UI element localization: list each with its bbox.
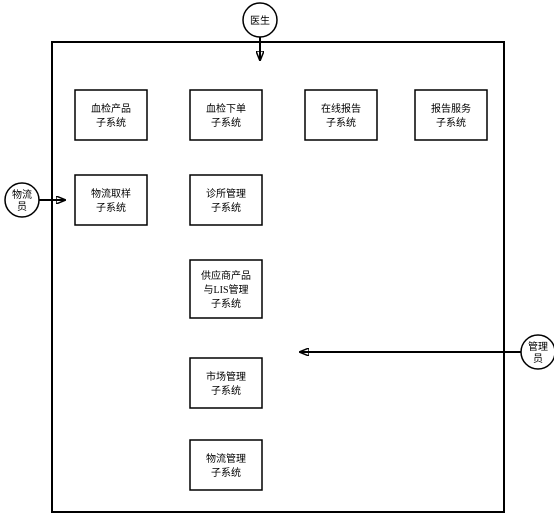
subsystem-label: 子系统 bbox=[211, 466, 241, 479]
admin-label-1: 管理 bbox=[528, 340, 548, 353]
logistics-label-1: 物流 bbox=[12, 188, 32, 201]
subsystem-box bbox=[75, 90, 147, 140]
subsystem-box bbox=[190, 90, 262, 140]
subsystem-label: 子系统 bbox=[96, 116, 126, 129]
subsystem-label: 市场管理 bbox=[206, 370, 246, 383]
subsystem-label: 物流管理 bbox=[206, 452, 246, 465]
doctor-label: 医生 bbox=[250, 14, 270, 27]
subsystem-label: 报告服务 bbox=[431, 102, 471, 115]
subsystem-label: 子系统 bbox=[326, 116, 356, 129]
subsystem-box bbox=[190, 358, 262, 408]
subsystem-label: 子系统 bbox=[211, 116, 241, 129]
subsystem-label: 子系统 bbox=[436, 116, 466, 129]
subsystem-label: 子系统 bbox=[211, 297, 241, 310]
admin-label-2: 员 bbox=[533, 353, 543, 365]
subsystem-label: 子系统 bbox=[211, 384, 241, 397]
subsystem-box bbox=[415, 90, 487, 140]
subsystem-box bbox=[305, 90, 377, 140]
subsystem-box bbox=[190, 175, 262, 225]
subsystem-box bbox=[190, 440, 262, 490]
subsystem-label: 血检下单 bbox=[206, 102, 246, 115]
subsystem-label: 血检产品 bbox=[91, 102, 131, 115]
subsystem-box bbox=[75, 175, 147, 225]
subsystem-label: 诊所管理 bbox=[206, 187, 246, 200]
subsystem-label: 子系统 bbox=[96, 201, 126, 214]
subsystem-label: 物流取样 bbox=[91, 187, 131, 200]
subsystem-label: 与LIS管理 bbox=[204, 283, 249, 296]
subsystem-label: 在线报告 bbox=[321, 102, 361, 115]
logistics-label-2: 员 bbox=[17, 201, 27, 213]
subsystem-label: 供应商产品 bbox=[201, 269, 251, 282]
subsystem-label: 子系统 bbox=[211, 201, 241, 214]
